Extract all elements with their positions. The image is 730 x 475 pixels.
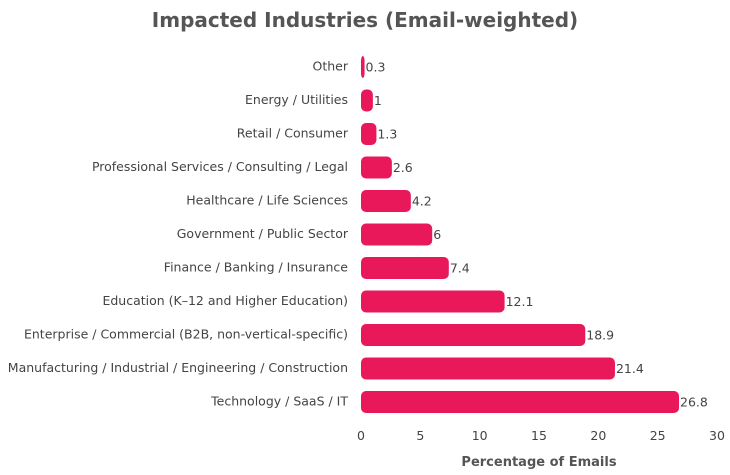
bar [361, 56, 365, 78]
bar [361, 357, 615, 380]
x-axis: 0 5 10 15 20 25 30 [357, 428, 725, 443]
value-label: 1.3 [377, 127, 397, 142]
bars-layer: Other 0.3 Energy / Utilities 1 Retail / Cons… [8, 56, 708, 413]
value-label: 6 [433, 227, 441, 242]
value-label: 1 [374, 93, 382, 108]
category-label: Finance / Banking / Insurance [164, 260, 349, 275]
x-tick-label: 0 [357, 428, 365, 443]
category-label: Government / Public Sector [177, 226, 349, 241]
category-label: Technology / SaaS / IT [210, 394, 348, 409]
bar [361, 190, 411, 212]
bar [361, 223, 433, 246]
bar [361, 324, 586, 346]
category-label: Healthcare / Life Sciences [186, 193, 348, 208]
x-tick-label: 5 [416, 428, 424, 443]
bar [361, 89, 373, 112]
x-tick-label: 20 [590, 428, 606, 443]
x-tick-label: 25 [650, 428, 666, 443]
x-tick-label: 30 [709, 428, 725, 443]
category-label: Manufacturing / Industrial / Engineering… [8, 360, 348, 375]
category-label: Professional Services / Consulting / Leg… [92, 159, 348, 174]
value-label: 21.4 [616, 361, 644, 376]
value-label: 4.2 [412, 194, 432, 209]
value-label: 18.9 [586, 328, 614, 343]
bar [361, 156, 392, 179]
bar [361, 257, 449, 279]
bar [361, 391, 680, 413]
category-label: Energy / Utilities [245, 92, 348, 107]
value-label: 7.4 [450, 261, 470, 276]
value-label: 26.8 [680, 395, 708, 410]
category-label: Enterprise / Commercial (B2B, non-vertic… [24, 327, 348, 342]
value-label: 12.1 [506, 294, 534, 309]
x-axis-title: Percentage of Emails [461, 455, 616, 470]
category-label: Retail / Consumer [237, 126, 349, 141]
value-label: 2.6 [393, 160, 413, 175]
category-label: Other [313, 59, 349, 74]
category-label: Education (K–12 and Higher Education) [102, 293, 348, 308]
chart-title: Impacted Industries (Email-weighted) [151, 8, 579, 32]
bar [361, 290, 505, 313]
value-label: 0.3 [366, 60, 386, 75]
x-tick-label: 15 [531, 428, 547, 443]
x-tick-label: 10 [472, 428, 488, 443]
bar [361, 123, 377, 145]
